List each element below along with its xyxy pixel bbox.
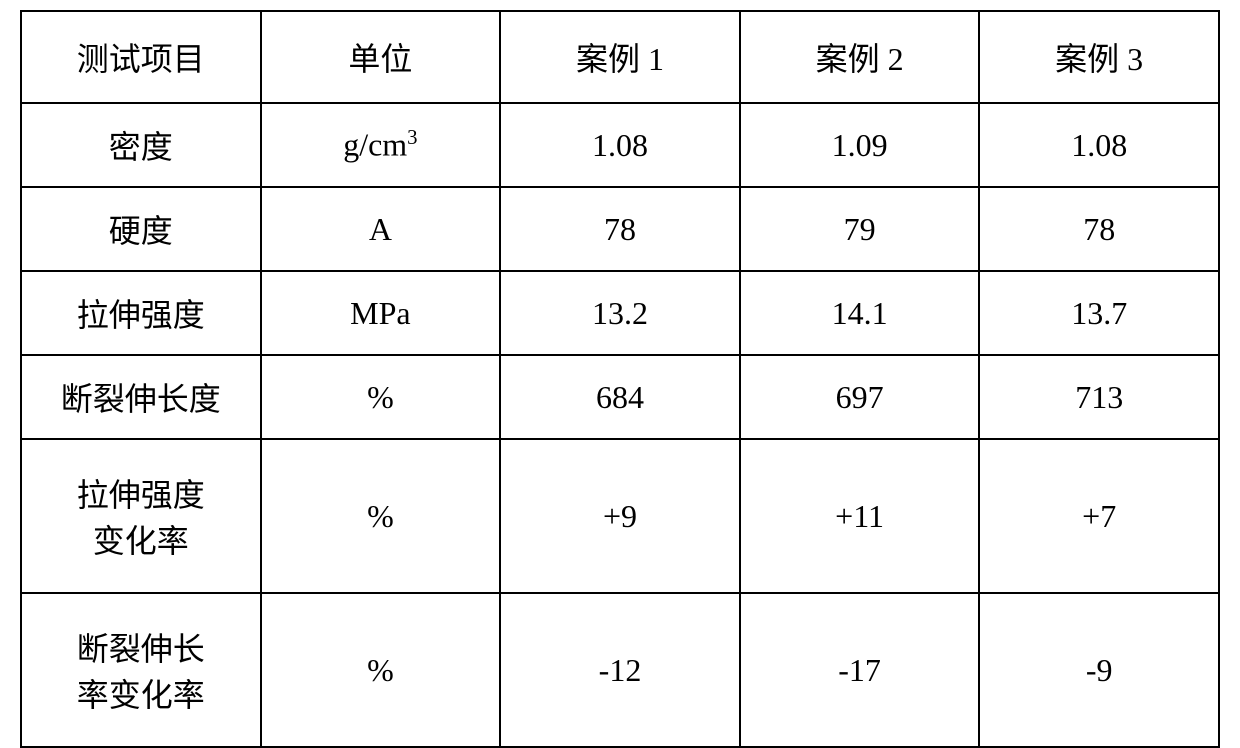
- row-unit: A: [261, 187, 501, 271]
- row-label: 断裂伸长度: [21, 355, 261, 439]
- row-label: 拉伸强度变化率: [21, 439, 261, 593]
- row-label: 密度: [21, 103, 261, 187]
- table-row: 密度 g/cm3 1.08 1.09 1.08: [21, 103, 1219, 187]
- table-row: 断裂伸长度 % 684 697 713: [21, 355, 1219, 439]
- row-case2: +11: [740, 439, 980, 593]
- row-case3: 1.08: [979, 103, 1219, 187]
- row-case1: -12: [500, 593, 740, 747]
- row-case2: 79: [740, 187, 980, 271]
- row-case1: 1.08: [500, 103, 740, 187]
- header-cell-case3: 案例 3: [979, 11, 1219, 103]
- row-unit: MPa: [261, 271, 501, 355]
- row-case1: 684: [500, 355, 740, 439]
- header-cell-unit: 单位: [261, 11, 501, 103]
- row-case2: 697: [740, 355, 980, 439]
- table-header-row: 测试项目 单位 案例 1 案例 2 案例 3: [21, 11, 1219, 103]
- row-case2: 14.1: [740, 271, 980, 355]
- row-case1: 13.2: [500, 271, 740, 355]
- table-row: 拉伸强度 MPa 13.2 14.1 13.7: [21, 271, 1219, 355]
- header-cell-case2: 案例 2: [740, 11, 980, 103]
- row-case3: -9: [979, 593, 1219, 747]
- row-case2: 1.09: [740, 103, 980, 187]
- row-unit: %: [261, 355, 501, 439]
- row-case1: +9: [500, 439, 740, 593]
- table-row: 断裂伸长率变化率 % -12 -17 -9: [21, 593, 1219, 747]
- row-unit: g/cm3: [261, 103, 501, 187]
- table-row: 硬度 A 78 79 78: [21, 187, 1219, 271]
- row-label: 拉伸强度: [21, 271, 261, 355]
- row-case3: +7: [979, 439, 1219, 593]
- table-row: 拉伸强度变化率 % +9 +11 +7: [21, 439, 1219, 593]
- row-case1: 78: [500, 187, 740, 271]
- row-label: 断裂伸长率变化率: [21, 593, 261, 747]
- header-cell-item: 测试项目: [21, 11, 261, 103]
- row-label: 硬度: [21, 187, 261, 271]
- row-unit: %: [261, 439, 501, 593]
- row-case3: 713: [979, 355, 1219, 439]
- row-case2: -17: [740, 593, 980, 747]
- row-case3: 78: [979, 187, 1219, 271]
- row-case3: 13.7: [979, 271, 1219, 355]
- row-unit: %: [261, 593, 501, 747]
- data-table: 测试项目 单位 案例 1 案例 2 案例 3 密度 g/cm3 1.08 1.0…: [20, 10, 1220, 748]
- header-cell-case1: 案例 1: [500, 11, 740, 103]
